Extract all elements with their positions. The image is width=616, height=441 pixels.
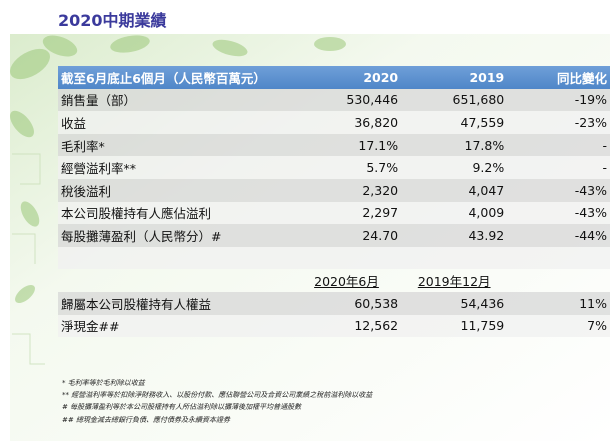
table-cell: 7% [507, 314, 610, 338]
column-header: 2020 [291, 66, 402, 89]
table-row: 經營溢利率** 5.7% 9.2% - [58, 156, 610, 179]
table-cell: 稅後溢利 [58, 178, 292, 202]
spacer-row [58, 246, 610, 270]
table-cell: 36,820 [291, 111, 402, 134]
empty-cell [58, 246, 292, 270]
column-header: 2019 [401, 66, 508, 89]
table-cell: 17.8% [401, 133, 508, 157]
table-cell: 11,759 [401, 314, 508, 338]
table-row: 稅後溢利 2,320 4,047 -43% [58, 178, 610, 202]
empty-cell [58, 269, 292, 292]
table-row: 銷售量（部） 530,446 651,680 -19% [58, 88, 610, 112]
table-cell: -19% [507, 88, 610, 112]
table-cell: -23% [507, 111, 610, 134]
table-row: 淨現金## 12,562 11,759 7% [58, 314, 610, 338]
table-cell: 2,297 [291, 201, 402, 225]
table-cell: 歸屬本公司股權持有人權益 [58, 291, 292, 315]
table-cell: -43% [507, 201, 610, 225]
table-row: 毛利率* 17.1% 17.8% - [58, 133, 610, 157]
subheader-cell: 2019年12月 [417, 274, 491, 290]
table-row: 歸屬本公司股權持有人權益 60,538 54,436 11% [58, 291, 610, 315]
table-cell: 17.1% [291, 133, 402, 157]
table-row: 本公司股權持有人應佔溢利 2,297 4,009 -43% [58, 201, 610, 225]
table-cell: 2,320 [291, 178, 402, 202]
table-cell: -44% [507, 224, 610, 247]
table-cell: 9.2% [401, 156, 508, 179]
column-header: 截至6月底止6個月（人民幣百萬元） [58, 66, 292, 89]
table-row: 收益 36,820 47,559 -23% [58, 111, 610, 134]
table-cell: 收益 [58, 111, 292, 134]
results-table: 截至6月底止6個月（人民幣百萬元） 2020 2019 同比變化 銷售量（部） 530,4… [58, 66, 610, 338]
table-cell: 11% [507, 291, 610, 315]
table-cell: 530,446 [291, 88, 402, 112]
footnote: ## 總現金減去總銀行負債、應付債券及永續資本證券 [62, 415, 230, 424]
header-row: 截至6月底止6個月（人民幣百萬元） 2020 2019 同比變化 [58, 66, 610, 89]
subheader-cell: 2020年6月 [314, 274, 379, 290]
table-cell: 54,436 [401, 291, 508, 315]
footnotes: * 毛利率等於毛利除以收益 ** 經營溢利率等於扣除淨財務收入、以股份付款、應佔聯… [62, 377, 372, 426]
footnote: # 每股攤薄盈利等於本公司股權持有人所佔溢利除以攤薄後加權平均普通股數 [62, 403, 302, 412]
empty-cell [507, 269, 610, 292]
table-row: 每股攤薄盈利（人民幣分）# 24.70 43.92 -44% [58, 224, 610, 247]
table-cell: 60,538 [291, 291, 402, 315]
table-cell: - [507, 133, 610, 157]
title: 2020中期業績 [58, 11, 167, 30]
empty-cell [291, 246, 402, 270]
footnote: * 毛利率等於毛利除以收益 [62, 379, 145, 387]
table-cell: 651,680 [401, 88, 508, 112]
empty-cell [401, 246, 508, 270]
table-cell: 毛利率* [58, 133, 292, 157]
table-cell: - [507, 156, 610, 179]
empty-cell [507, 246, 610, 270]
table-cell: 5.7% [291, 156, 402, 179]
table-cell: 43.92 [401, 224, 508, 247]
table-cell: 24.70 [291, 224, 402, 247]
table-cell: 4,009 [401, 201, 508, 225]
footnote: ** 經營溢利率等於扣除淨財務收入、以股份付款、應佔聯營公司及合資公司業績之稅前… [62, 391, 373, 400]
subheader-row: 2020年6月 2019年12月 [58, 269, 610, 292]
table-cell: 本公司股權持有人應佔溢利 [58, 201, 292, 225]
table-cell: -43% [507, 178, 610, 202]
table-cell: 銷售量（部） [58, 88, 292, 112]
table-cell: 經營溢利率** [58, 156, 292, 179]
column-header: 同比變化 [507, 66, 610, 89]
table-cell: 淨現金## [58, 314, 292, 338]
table-cell: 47,559 [401, 111, 508, 134]
table-cell: 4,047 [401, 178, 508, 202]
table-cell: 12,562 [291, 314, 402, 338]
table-cell: 每股攤薄盈利（人民幣分）# [58, 224, 292, 247]
